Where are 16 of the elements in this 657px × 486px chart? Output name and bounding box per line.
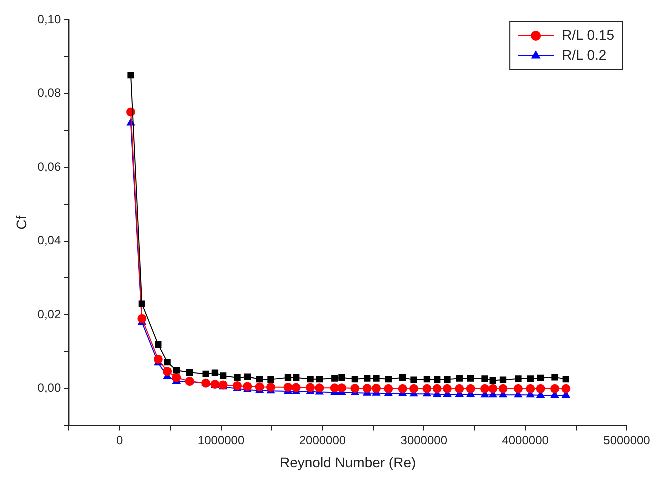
y-tick-label: 0,04 (38, 234, 62, 248)
x-tick-label: 5000000 (604, 433, 651, 448)
legend-label: R/L 0.2 (562, 46, 607, 63)
x-tick-label: 1000000 (198, 433, 245, 448)
legend-label: R/L 0.15 (562, 26, 615, 43)
y-tick-label: 0,10 (38, 12, 62, 26)
y-axis-title: Cf (13, 216, 30, 230)
y-tick-label: 0,02 (38, 307, 62, 322)
y-tick-label: 0,06 (38, 160, 62, 174)
x-tick-label: 2000000 (299, 433, 346, 448)
x-tick-label: 0 (116, 433, 124, 448)
x-axis-title: Reynold Number (Re) (280, 454, 416, 470)
x-tick-label: 4000000 (502, 433, 550, 448)
y-tick-label: 0,00 (38, 381, 62, 396)
y-tick-label: 0,08 (38, 86, 62, 100)
x-tick-label: 3000000 (400, 433, 448, 448)
